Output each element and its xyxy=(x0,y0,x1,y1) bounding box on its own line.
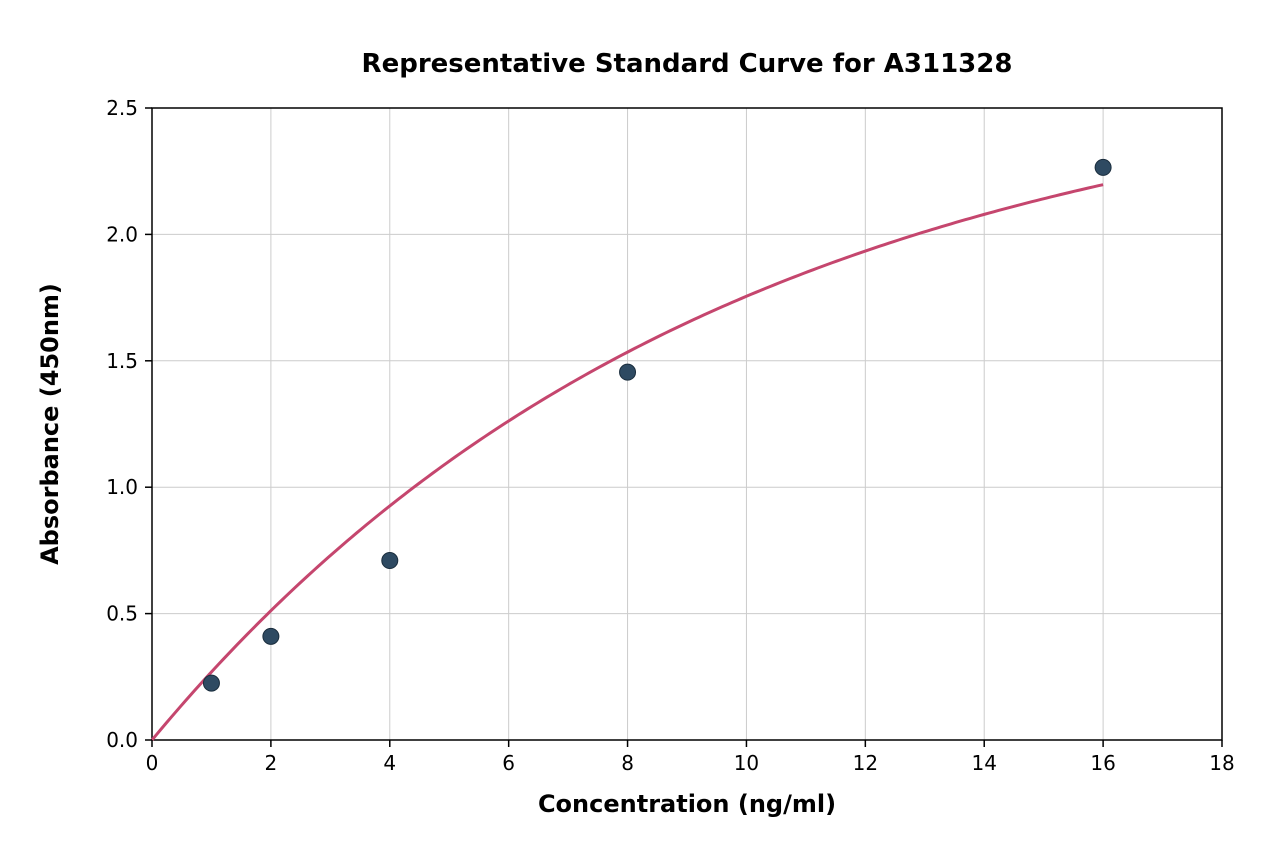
x-tick-label: 2 xyxy=(265,751,278,775)
data-point xyxy=(1095,159,1111,175)
data-point xyxy=(203,675,219,691)
chart-title: Representative Standard Curve for A31132… xyxy=(362,49,1013,79)
y-tick-label: 1.0 xyxy=(106,475,138,499)
y-tick-label: 0.0 xyxy=(106,728,138,752)
x-tick-label: 8 xyxy=(621,751,634,775)
x-tick-label: 12 xyxy=(853,751,878,775)
x-tick-label: 16 xyxy=(1090,751,1115,775)
x-tick-label: 18 xyxy=(1209,751,1234,775)
y-tick-label: 2.5 xyxy=(106,96,138,120)
y-tick-label: 0.5 xyxy=(106,602,138,626)
y-tick-label: 1.5 xyxy=(106,349,138,373)
x-tick-label: 6 xyxy=(502,751,515,775)
x-tick-label: 14 xyxy=(971,751,996,775)
y-axis-label: Absorbance (450nm) xyxy=(36,283,64,565)
standard-curve-chart: 0 2 4 6 8 10 12 14 16 18 0.0 0.5 1.0 1.5 2.0 2.5 Represe… xyxy=(0,0,1280,845)
x-tick-label: 0 xyxy=(146,751,159,775)
data-point xyxy=(382,553,398,569)
data-point xyxy=(263,628,279,644)
y-tick-label: 2.0 xyxy=(106,222,138,246)
x-axis-label: Concentration (ng/ml) xyxy=(538,790,836,818)
plot-border xyxy=(152,108,1222,740)
data-point xyxy=(620,364,636,380)
x-tick-label: 4 xyxy=(383,751,396,775)
chart-container: 0 2 4 6 8 10 12 14 16 18 0.0 0.5 1.0 1.5 2.0 2.5 Represe… xyxy=(0,0,1280,845)
x-tick-label: 10 xyxy=(734,751,759,775)
